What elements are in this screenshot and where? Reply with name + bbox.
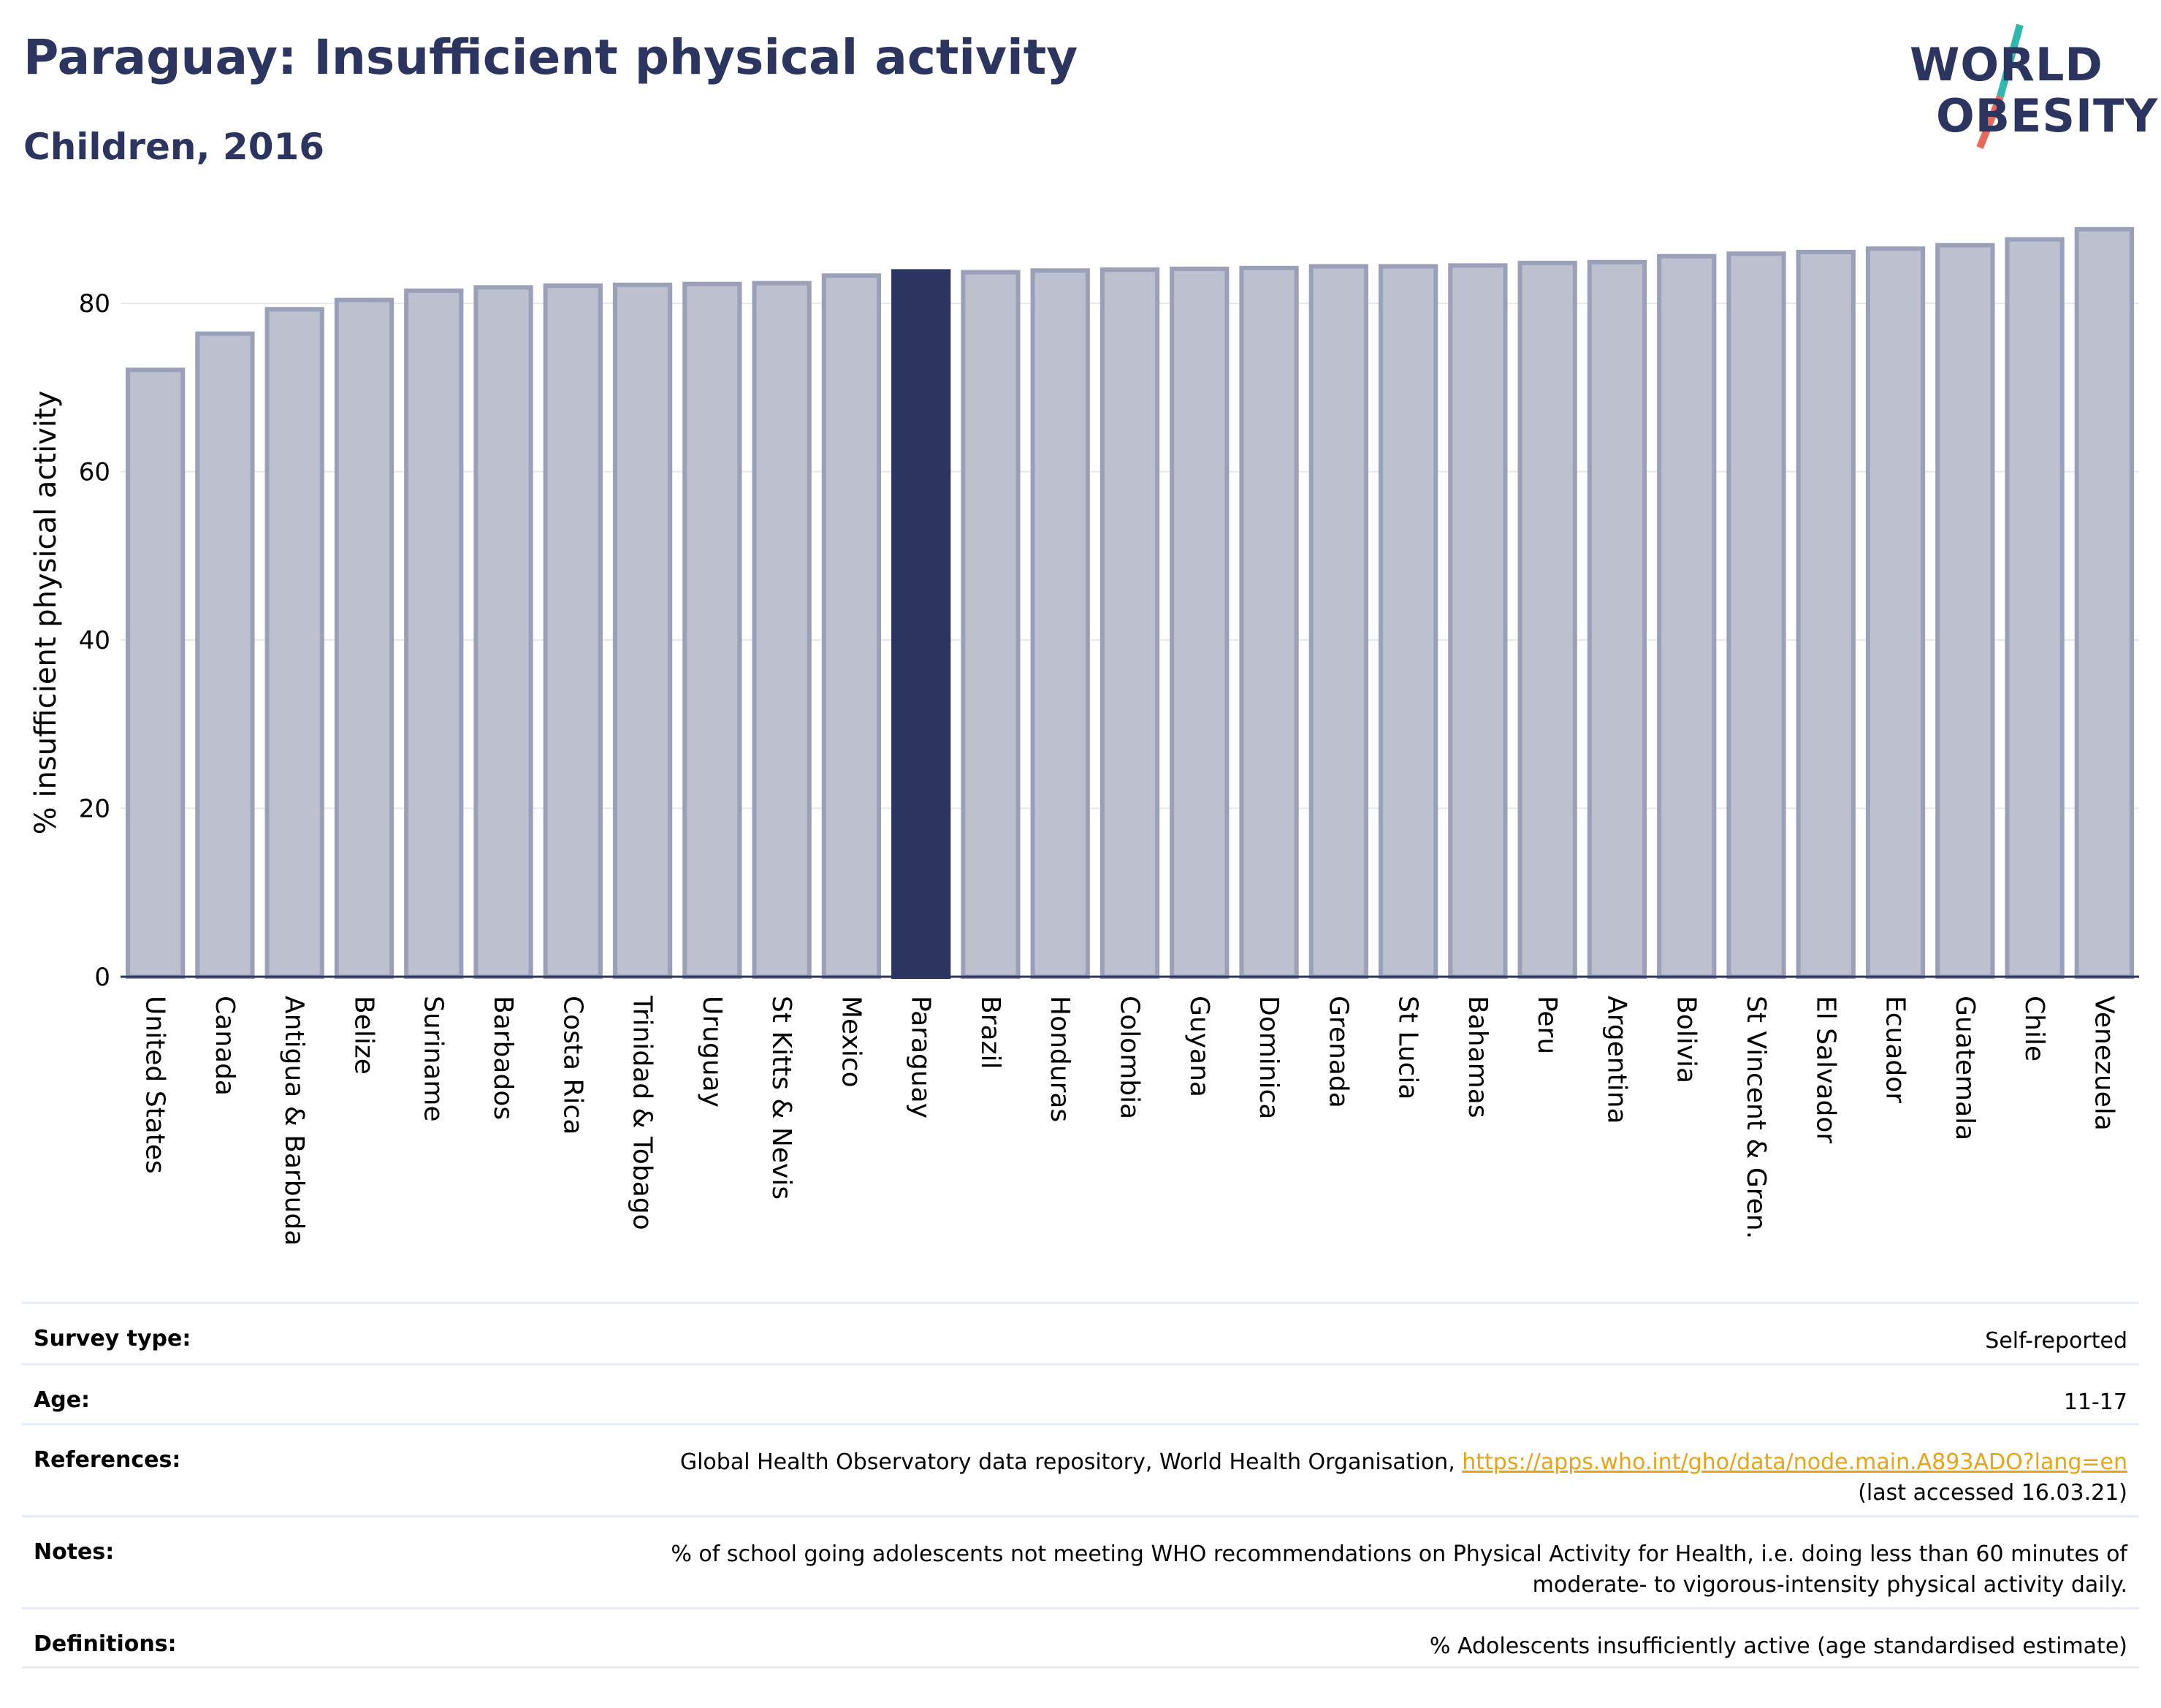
info-row-age: Age: 11-17: [22, 1363, 2139, 1423]
x-tick-label: Honduras: [1045, 996, 1075, 1122]
bar: [1587, 259, 1647, 980]
logo-word-obesity: OBESITY: [1936, 89, 2159, 142]
bar: [1796, 249, 1856, 980]
x-tick-label: St Vincent & Gren.: [1741, 996, 1771, 1239]
chart-subtitle: Children, 2016: [23, 126, 325, 168]
bar: [1308, 264, 1368, 980]
logo-word-world: WORLD: [1910, 38, 2103, 91]
x-tick-label: Venezuela: [2089, 996, 2119, 1131]
x-tick-label: Dominica: [1254, 996, 1284, 1120]
y-tick-label: 0: [94, 963, 110, 992]
x-tick-label: Mexico: [836, 996, 866, 1088]
definitions-label: Definitions:: [34, 1631, 177, 1657]
bar: [1865, 246, 1926, 980]
x-tick-label: United States: [140, 996, 170, 1174]
bar: [1170, 266, 1230, 979]
y-axis-label: % insufficient physical activity: [29, 391, 63, 835]
info-row-references: References: Global Health Observatory da…: [22, 1423, 2139, 1515]
x-tick-label: El Salvador: [1810, 996, 1840, 1143]
x-tick-label: Uruguay: [697, 996, 727, 1107]
bar: [1657, 253, 1717, 980]
x-tick-label: Argentina: [1601, 996, 1631, 1124]
bar: [1239, 265, 1299, 979]
bar: [2005, 237, 2065, 979]
x-tick-label: Bolivia: [1672, 996, 1701, 1083]
x-tick-label: Suriname: [419, 996, 449, 1122]
bar: [543, 283, 603, 979]
bar: [2074, 226, 2134, 979]
x-tick-label: Colombia: [1115, 996, 1145, 1119]
y-tick-label: 20: [79, 795, 110, 824]
survey-type-label: Survey type:: [34, 1326, 191, 1351]
x-tick-label: Peru: [1532, 996, 1562, 1054]
bar: [126, 367, 186, 979]
x-tick-label: Antigua & Barbuda: [279, 996, 309, 1246]
notes-label: Notes:: [34, 1539, 115, 1565]
bar: [612, 282, 673, 979]
logo-slash-icon: [1976, 23, 2024, 149]
bar: [1030, 268, 1090, 979]
bar: [195, 331, 255, 979]
bar: [404, 288, 464, 979]
world-obesity-logo: WORLD OBESITY: [1892, 16, 2159, 162]
info-row-notes: Notes: % of school going adolescents not…: [22, 1515, 2139, 1607]
bar: [752, 281, 812, 979]
x-tick-label: St Lucia: [1393, 996, 1423, 1100]
x-tick-label: Barbados: [488, 996, 518, 1120]
references-accessed: (last accessed 16.03.21): [1858, 1480, 2127, 1506]
bar: [1517, 260, 1577, 980]
x-tick-label: Paraguay: [906, 996, 936, 1118]
age-value: 11-17: [2063, 1389, 2127, 1415]
x-tick-label: Grenada: [1323, 996, 1353, 1108]
x-tick-label: Belize: [348, 996, 378, 1075]
x-tick-label: Canada: [210, 996, 240, 1096]
x-tick-label: St Kitts & Nevis: [766, 996, 796, 1200]
notes-value: % of school going adolescents not meetin…: [671, 1541, 2127, 1598]
y-tick-label: 60: [79, 458, 110, 487]
chart-title: Paraguay: Insufficient physical activity: [23, 29, 1078, 85]
bar: [1099, 267, 1160, 979]
references-text: Global Health Observatory data repositor…: [679, 1449, 1463, 1475]
bar: [891, 269, 951, 979]
references-link[interactable]: https://apps.who.int/gho/data/node.main.…: [1462, 1449, 2127, 1475]
y-tick-label: 40: [79, 626, 110, 655]
x-tick-label: Ecuador: [1880, 996, 1910, 1103]
y-tick-label: 80: [79, 289, 110, 319]
survey-type-value: Self-reported: [1985, 1328, 2127, 1354]
bar: [1726, 251, 1786, 980]
x-tick-label: Bahamas: [1463, 996, 1493, 1118]
x-tick-label: Trinidad & Tobago: [628, 995, 658, 1230]
bar: [1935, 243, 1995, 980]
info-row-definitions: Definitions: % Adolescents insufficientl…: [22, 1607, 2139, 1669]
references-label: References:: [34, 1447, 181, 1473]
bar: [1448, 263, 1508, 980]
x-tick-label: Chile: [2019, 996, 2049, 1061]
x-tick-label: Guatemala: [1950, 996, 1980, 1140]
info-table: Survey type: Self-reported Age: 11-17 Re…: [22, 1302, 2139, 1669]
bar: [473, 285, 533, 979]
bar: [334, 297, 395, 979]
age-label: Age:: [34, 1387, 91, 1413]
bar: [821, 273, 882, 979]
definitions-value: % Adolescents insufficiently active (age…: [1429, 1633, 2127, 1659]
bar-chart: 0 20 40 60 80 United States Canada Antigua & Ba…: [29, 226, 2139, 1246]
x-tick-label: Brazil: [975, 996, 1005, 1069]
x-tick-label: Costa Rica: [557, 996, 587, 1135]
references-value: Global Health Observatory data repositor…: [680, 1425, 2127, 1515]
info-row-survey: Survey type: Self-reported: [22, 1302, 2139, 1363]
bar: [1378, 264, 1438, 980]
bar: [682, 281, 742, 979]
x-tick-label: Guyana: [1184, 996, 1214, 1097]
bar: [264, 307, 324, 979]
bar: [961, 270, 1021, 979]
